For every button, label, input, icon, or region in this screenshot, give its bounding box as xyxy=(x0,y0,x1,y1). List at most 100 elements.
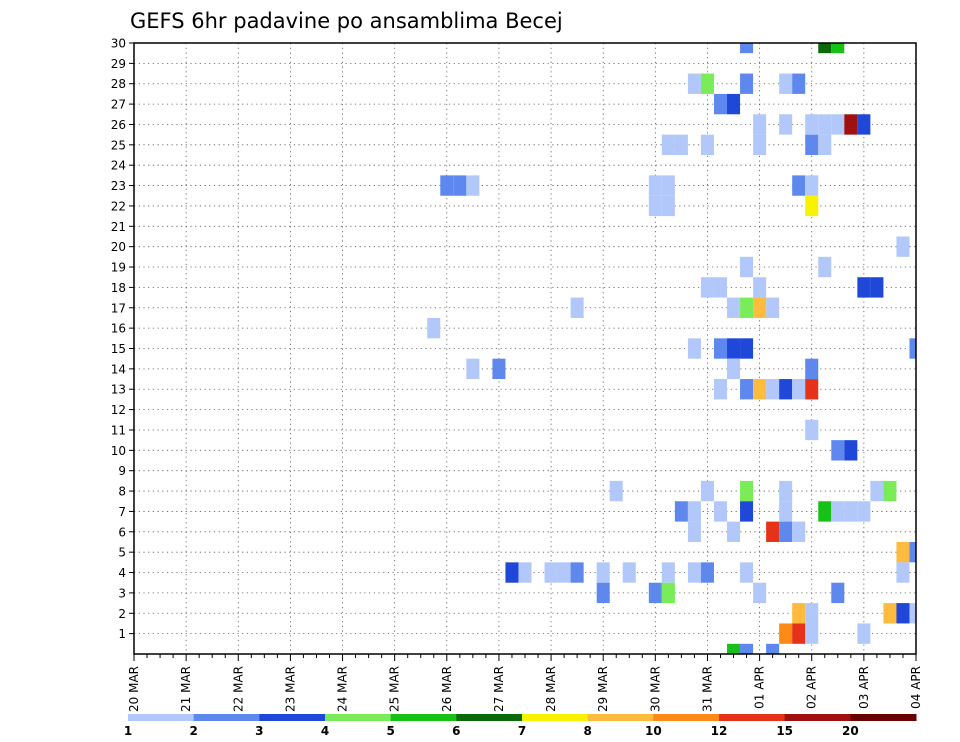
colorbar-swatch xyxy=(259,714,326,721)
precip-cell xyxy=(857,623,871,644)
precip-cell xyxy=(648,582,662,604)
precip-cell xyxy=(831,501,845,522)
colorbar-label: 12 xyxy=(711,724,728,738)
precip-cell xyxy=(844,501,858,522)
precip-cell xyxy=(818,134,832,156)
precip-cell xyxy=(648,195,662,217)
colorbar-label: 15 xyxy=(776,724,793,738)
y-tick-label: 1 xyxy=(118,627,126,641)
precip-cell xyxy=(648,175,662,196)
precip-cell xyxy=(661,562,675,583)
precip-cell xyxy=(779,73,793,94)
x-tick-label: 03 APR xyxy=(857,666,871,709)
y-tick-label: 18 xyxy=(111,281,126,295)
y-tick-label: 19 xyxy=(111,261,126,275)
precip-cell xyxy=(766,521,780,542)
colorbar-label: 7 xyxy=(518,724,526,738)
precip-cell xyxy=(792,521,806,542)
precip-cell xyxy=(831,440,845,461)
x-tick-label: 24 MAR xyxy=(336,666,350,712)
y-tick-label: 9 xyxy=(118,464,126,478)
precip-cell xyxy=(557,562,571,583)
precip-cell xyxy=(883,480,897,502)
precip-cell xyxy=(883,603,897,624)
precip-cell xyxy=(596,562,610,583)
precip-cell xyxy=(661,134,675,156)
chart-title: GEFS 6hr padavine po ansamblima Becej xyxy=(130,9,563,33)
precip-cell xyxy=(687,73,701,94)
precip-cell xyxy=(896,541,910,563)
y-axis: 1234567891011121314151617181920212223242… xyxy=(111,37,134,641)
x-tick-label: 23 MAR xyxy=(283,666,297,712)
precip-cell xyxy=(857,277,871,298)
precip-cell xyxy=(792,379,806,400)
precip-cell xyxy=(727,93,741,115)
colorbar-swatch xyxy=(850,714,917,721)
colorbar: 1 2 3 4 5 6 7 8 10 12 15 20 xyxy=(124,714,917,738)
y-tick-label: 7 xyxy=(118,505,126,519)
colorbar-label: 1 xyxy=(124,724,132,738)
precip-cell xyxy=(713,338,728,359)
precip-cell xyxy=(779,501,793,522)
y-tick-label: 8 xyxy=(118,485,126,499)
y-tick-label: 28 xyxy=(111,77,126,91)
precip-cell xyxy=(727,358,741,380)
precip-cell xyxy=(805,114,819,135)
x-tick-label: 01 APR xyxy=(753,666,767,709)
colorbar-label: 4 xyxy=(321,724,329,738)
precip-cell xyxy=(753,277,767,298)
precip-cell xyxy=(622,562,636,583)
x-tick-label: 30 MAR xyxy=(648,666,662,712)
colorbar-swatch xyxy=(587,714,654,721)
precip-cell xyxy=(713,93,728,115)
precip-cell xyxy=(844,440,858,461)
y-tick-label: 22 xyxy=(111,199,126,213)
precip-cell xyxy=(818,43,832,54)
precip-cell xyxy=(492,358,506,380)
precip-cell xyxy=(740,480,754,502)
precip-cell xyxy=(753,582,767,604)
x-tick-label: 02 APR xyxy=(805,666,819,709)
precip-cell xyxy=(700,73,714,94)
precip-cell xyxy=(466,175,480,196)
precip-cell xyxy=(857,114,871,135)
precip-cell xyxy=(700,277,714,298)
colorbar-label: 20 xyxy=(842,724,859,738)
precip-cell xyxy=(831,582,845,604)
y-tick-label: 16 xyxy=(111,322,126,336)
precip-cell xyxy=(805,195,819,217)
y-tick-label: 12 xyxy=(111,403,126,417)
y-tick-label: 11 xyxy=(111,423,126,437)
y-tick-label: 26 xyxy=(111,118,126,132)
precip-cell xyxy=(518,562,532,583)
precip-cell xyxy=(727,521,741,542)
precip-cell xyxy=(753,379,767,400)
x-tick-label: 27 MAR xyxy=(492,666,506,712)
precip-cell xyxy=(727,338,741,359)
colorbar-label: 3 xyxy=(255,724,263,738)
precip-cell xyxy=(779,521,793,542)
precip-cell xyxy=(740,73,754,94)
y-tick-label: 10 xyxy=(111,444,126,458)
precip-cell xyxy=(844,114,858,135)
colorbar-swatch xyxy=(325,714,392,721)
colorbar-swatch xyxy=(653,714,720,721)
y-tick-label: 25 xyxy=(111,138,126,152)
precip-cell xyxy=(713,501,728,522)
precip-cell xyxy=(687,501,701,522)
precip-cell xyxy=(700,134,714,156)
x-tick-label: 20 MAR xyxy=(127,666,141,712)
precip-cell xyxy=(661,195,675,217)
colorbar-swatch xyxy=(456,714,523,721)
y-tick-label: 6 xyxy=(118,525,126,539)
precip-cell xyxy=(727,643,741,654)
precip-cell xyxy=(818,501,832,522)
y-tick-label: 13 xyxy=(111,383,126,397)
precip-cell xyxy=(727,297,741,318)
precip-cell xyxy=(740,643,754,654)
precip-cell xyxy=(909,541,916,563)
y-tick-label: 17 xyxy=(111,301,126,315)
colorbar-swatch xyxy=(522,714,589,721)
precip-cell xyxy=(740,338,754,359)
